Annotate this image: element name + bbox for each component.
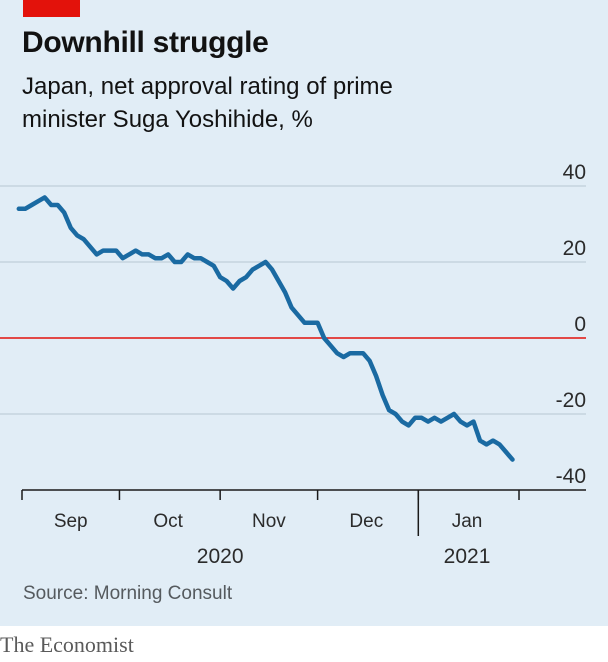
gridlines: [0, 185, 586, 415]
y-tick-label: 40: [563, 161, 586, 184]
x-tick-label: Jan: [452, 511, 483, 532]
x-tick-labels: Sep Oct Nov Dec Jan 2020 2021: [54, 511, 491, 568]
approval-series-line: [16, 195, 515, 462]
brand-footer: The Economist: [0, 632, 134, 657]
brand-red-tab: [23, 0, 80, 17]
y-tick-label: 20: [563, 237, 586, 260]
chart-subtitle: Japan, net approval rating of prime mini…: [22, 73, 393, 133]
x-axis: [21, 489, 586, 536]
x-tick-label: Nov: [252, 511, 286, 532]
x-tick-label: Oct: [153, 511, 183, 532]
year-label: 2020: [197, 545, 244, 568]
series-group: [16, 195, 515, 462]
chart-title: Downhill struggle: [22, 26, 269, 59]
x-tick-label: Sep: [54, 511, 88, 532]
chart-card: [0, 0, 608, 626]
y-tick-label: 0: [574, 313, 586, 336]
x-tick-label: Dec: [349, 511, 383, 532]
y-tick-label: -20: [556, 389, 586, 412]
year-label: 2021: [444, 545, 491, 568]
y-tick-labels: 40 20 0 -20 -40: [556, 161, 586, 488]
y-tick-label: -40: [556, 465, 586, 488]
source-note: Source: Morning Consult: [23, 583, 233, 604]
